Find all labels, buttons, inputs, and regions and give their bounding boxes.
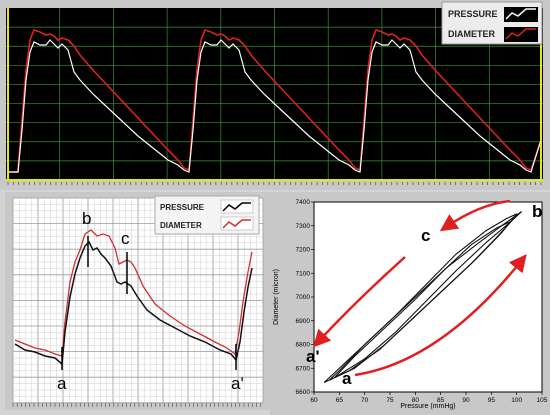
top-legend-diameter-swatch [504, 27, 538, 42]
br-y-tick-label: 7400 [296, 199, 311, 206]
br-axis-ticks: 60 65 70 75 80 85 90 95 100 105 6600 6700 6800 6900 70… [296, 199, 548, 404]
top-diameter-series [8, 29, 542, 173]
br-y-tick-label: 7100 [296, 270, 311, 277]
br-x-tick-label: 75 [386, 397, 394, 404]
br-x-tick-label: 85 [437, 397, 445, 404]
br-loops [323, 211, 523, 383]
bl-x-ticks [12, 403, 262, 407]
br-x-tick-label: 100 [511, 397, 522, 404]
br-x-tick-label: 80 [412, 397, 420, 404]
bl-legend-pressure-label: PRESSURE [160, 203, 205, 212]
top-x-ticks [7, 182, 542, 185]
br-annotation-b: b [532, 202, 542, 221]
top-legend-pressure-line [505, 8, 536, 20]
br-x-tick-label: 95 [488, 397, 496, 404]
br-y-tick-label: 6700 [296, 365, 311, 372]
br-x-tick-label: 60 [310, 397, 318, 404]
bl-annotation-b: b [82, 209, 91, 228]
bottom-left-chart: a b c a' PRESSURE DIAMETER [12, 195, 264, 407]
br-x-axis-label: Pressure (mmHg) [400, 403, 455, 410]
br-arrow-top [439, 199, 511, 232]
br-annotation-a: a [342, 369, 352, 388]
br-x-tick-label: 90 [462, 397, 470, 404]
hysteresis-chart: 60 65 70 75 80 85 90 95 100 105 6600 6700 6800 6900 70… [273, 199, 548, 410]
top-pressure-series [8, 39, 542, 173]
br-arrow-unloading [312, 256, 406, 348]
br-loop-2 [323, 220, 513, 383]
bl-annotation-a-right: a' [231, 374, 244, 393]
br-x-tick-label: 65 [336, 397, 344, 404]
br-plot-area [313, 201, 543, 393]
bottom-left-panel: a b c a' PRESSURE DIAMETER [5, 192, 270, 410]
br-loop-1 [333, 211, 523, 379]
top-legend-pressure-label: PRESSURE [448, 9, 498, 19]
br-y-tick-label: 7300 [296, 223, 311, 230]
top-legend-pressure-swatch [504, 7, 538, 22]
br-y-tick-label: 7000 [296, 294, 311, 301]
br-arrow-loading [354, 254, 527, 377]
br-x-tick-label: 105 [537, 397, 548, 404]
br-y-tick-label: 6900 [296, 318, 311, 325]
bottom-right-panel: 60 65 70 75 80 85 90 95 100 105 6600 6700 6800 6900 70… [270, 192, 550, 415]
br-y-axis-label: Diameter (micron) [273, 269, 280, 325]
top-legend-diameter-label: DIAMETER [448, 29, 496, 39]
bl-annotation-c: c [121, 229, 130, 248]
br-y-tick-label: 6800 [296, 342, 311, 349]
top-waveform-chart: PRESSURE DIAMETER [6, 1, 543, 185]
top-waveform-panel: PRESSURE DIAMETER [0, 0, 550, 190]
bl-legend-pressure-line [222, 202, 251, 212]
br-annotation-c: c [421, 226, 430, 245]
top-legend-diameter-line [505, 28, 536, 40]
br-y-tick-label: 6600 [296, 389, 311, 396]
bl-legend-diameter-line [222, 219, 251, 229]
br-x-tick-label: 70 [361, 397, 369, 404]
bl-diameter-series [14, 229, 253, 357]
bl-annotation-a-left: a [57, 374, 67, 393]
bl-pressure-series [14, 240, 253, 366]
bl-legend-diameter-label: DIAMETER [160, 221, 202, 230]
br-annotation-a-prime: a' [306, 347, 320, 366]
br-y-tick-label: 7200 [296, 247, 311, 254]
